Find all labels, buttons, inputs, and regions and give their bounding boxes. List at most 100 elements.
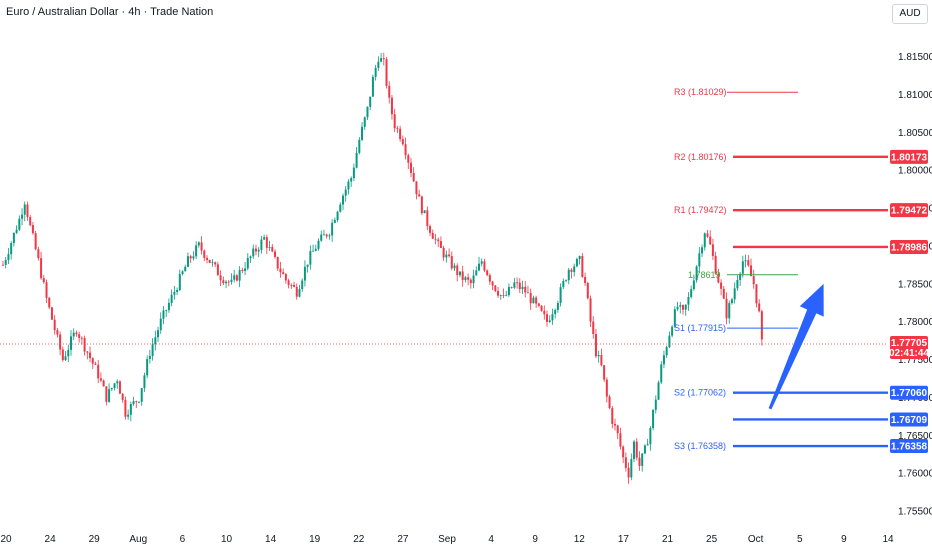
candle-body (624, 457, 627, 468)
price-tag-text-r1: 1.79472 (891, 206, 928, 217)
candle-body (747, 260, 750, 266)
candle-body (80, 337, 83, 339)
candle-body (31, 225, 34, 234)
price-tag-s3 (890, 439, 928, 454)
level-label-p: 1.78619 (688, 270, 721, 280)
candle-body (456, 265, 459, 276)
candle-body (673, 309, 676, 327)
candle-body (263, 237, 266, 240)
candle-body (396, 128, 399, 129)
candle-body (565, 280, 568, 282)
candle-body (23, 204, 26, 215)
candle-body (461, 271, 464, 281)
candle-body (355, 152, 358, 168)
candle-body (21, 214, 24, 219)
candle-body (200, 242, 203, 251)
candle-body (260, 239, 263, 250)
candle-body (331, 222, 334, 236)
candle-body (206, 257, 208, 260)
price-tag-r1 (890, 203, 928, 218)
x-tick-label: 21 (662, 534, 674, 545)
candle-body (254, 248, 257, 252)
candle-body (442, 247, 445, 258)
x-tick-label: 20 (0, 534, 12, 545)
currency-selector[interactable]: AUD (892, 4, 928, 24)
candle-body (464, 277, 467, 281)
current-price-text: 1.77705 (891, 338, 928, 349)
candle-body (165, 310, 168, 311)
candle-body (701, 247, 704, 254)
price-tag-r0 (890, 239, 928, 254)
candle-body (34, 233, 37, 250)
candle-body (562, 280, 565, 288)
candle-body (225, 281, 228, 284)
candle-body (717, 273, 720, 283)
candle-body (575, 258, 578, 267)
candle-body (257, 249, 260, 252)
candle-body (116, 381, 119, 384)
x-tick-label: Sep (438, 534, 456, 545)
candle-body (486, 270, 489, 276)
candle-body (469, 279, 472, 284)
candles (2, 52, 763, 484)
candle-body (608, 396, 611, 409)
candle-body (342, 195, 344, 205)
candle-body (554, 309, 557, 315)
candle-body (86, 351, 89, 353)
candle-body (412, 172, 415, 182)
price-tag-r2 (890, 149, 928, 164)
x-tick-label: 19 (309, 534, 321, 545)
candle-body (706, 233, 709, 237)
candle-body (518, 282, 521, 290)
current-price-tag (890, 336, 928, 360)
candle-body (478, 263, 480, 271)
candle-body (682, 305, 684, 310)
candle-body (480, 261, 483, 264)
candle-body (208, 259, 211, 263)
candle-body (630, 459, 633, 478)
candle-body (627, 467, 630, 478)
candle-body (393, 114, 396, 129)
candle-body (548, 320, 551, 322)
candle-body (7, 254, 10, 260)
candle-body (173, 291, 176, 295)
candle-body (301, 280, 304, 290)
candle-body (371, 76, 374, 97)
candle-body (654, 399, 657, 410)
candle-body (703, 233, 706, 248)
candle-body (521, 286, 524, 290)
price-tag-text-s2: 1.77060 (891, 388, 928, 399)
candle-body (246, 257, 249, 269)
candle-body (192, 256, 195, 259)
candle-body (616, 425, 619, 434)
candle-body (2, 264, 4, 266)
candle-body (72, 332, 75, 337)
candle-body (56, 330, 59, 335)
candle-body (53, 319, 56, 331)
candle-body (755, 284, 758, 304)
candle-body (695, 266, 698, 281)
candle-body (322, 234, 325, 236)
candle-body (249, 256, 252, 258)
candle-body (736, 280, 739, 289)
candle-body (646, 444, 649, 446)
candle-body (70, 336, 72, 350)
candle-body (690, 289, 693, 298)
level-label-s2: S2 (1.77062) (674, 388, 726, 398)
x-tick-label: 12 (574, 534, 586, 545)
candle-body (426, 210, 429, 227)
y-tick-label: 1.76500 (898, 431, 932, 442)
candle-body (279, 268, 282, 273)
candle-body (75, 332, 78, 335)
candle-body (282, 272, 285, 275)
candle-body (385, 59, 388, 86)
candle-body (361, 126, 364, 140)
candle-body (660, 364, 663, 383)
candle-body (148, 355, 151, 360)
candle-body (290, 284, 293, 286)
x-tick-label: Oct (748, 534, 764, 545)
candle-body (483, 261, 486, 271)
candle-body (586, 282, 589, 299)
candle-body (513, 282, 516, 288)
